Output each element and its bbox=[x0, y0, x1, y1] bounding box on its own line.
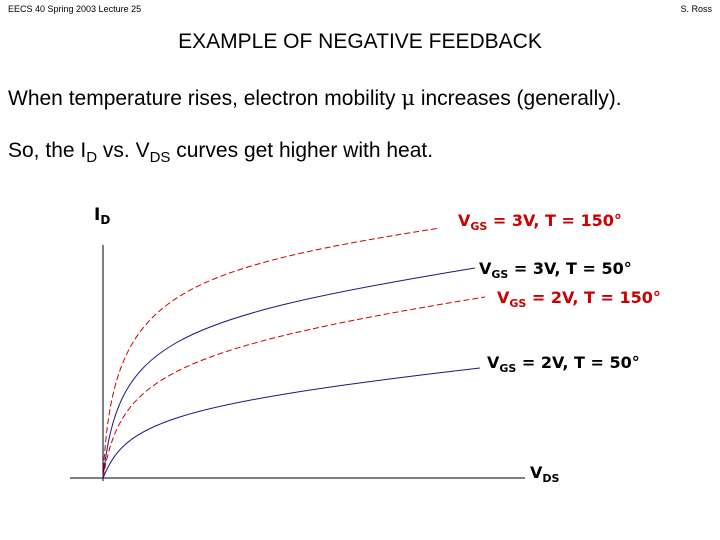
slide-title: EXAMPLE OF NEGATIVE FEEDBACK bbox=[178, 30, 542, 53]
label-vgs3-t150: VGS = 3V, T = 150° bbox=[458, 211, 622, 233]
line2-text-b: vs. V bbox=[97, 139, 150, 162]
header-author: S. Ross bbox=[680, 4, 712, 14]
line2-text-a: So, the I bbox=[8, 139, 87, 162]
line1-text-a: When temperature rises, electron mobilit… bbox=[8, 87, 402, 110]
y-axis-label: ID bbox=[94, 205, 110, 227]
line2-sub-ds: DS bbox=[149, 149, 171, 166]
curve-vgs2-t50 bbox=[102, 367, 481, 479]
x-axis-label: VDS bbox=[530, 463, 560, 485]
mu-symbol: μ bbox=[401, 86, 415, 110]
line1-text-b: increases (generally). bbox=[414, 87, 622, 110]
header-course: EECS 40 Spring 2003 Lecture 25 bbox=[8, 4, 142, 14]
label-vgs2-t150: VGS = 2V, T = 150° bbox=[497, 288, 661, 310]
curve-vgs2-t150 bbox=[102, 296, 486, 479]
curve-vgs3-t50 bbox=[102, 267, 476, 479]
label-vgs3-t50: VGS = 3V, T = 50° bbox=[479, 259, 632, 281]
body-line-1: When temperature rises, electron mobilit… bbox=[8, 86, 622, 111]
body-line-2: So, the ID vs. VDS curves get higher wit… bbox=[8, 139, 433, 166]
label-vgs2-t50: VGS = 2V, T = 50° bbox=[487, 353, 640, 375]
line2-sub-d: D bbox=[86, 149, 98, 166]
curve-vgs3-t150 bbox=[102, 227, 441, 479]
line2-text-c: curves get higher with heat. bbox=[170, 139, 434, 162]
